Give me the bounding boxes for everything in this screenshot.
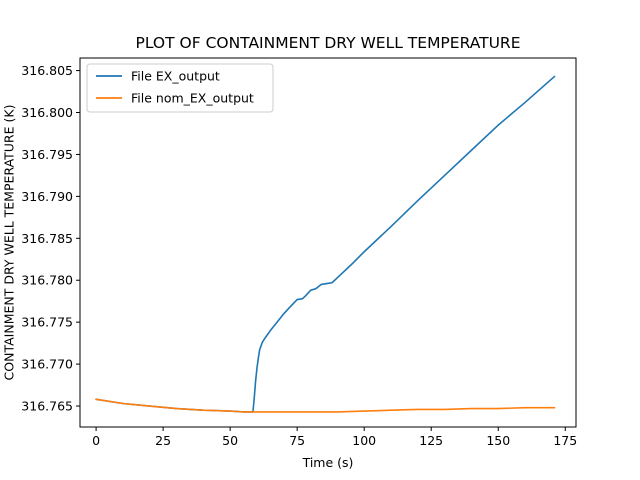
x-tick-label: 50 [222,433,238,448]
legend-label: File EX_output [131,69,220,84]
series-line-2 [95,398,556,413]
y-tick-label: 316.770 [21,357,73,372]
axes-frame [79,57,577,428]
y-tick-label: 316.790 [21,189,73,204]
x-axis: 0 25 50 75 100 125 150 175 [92,427,577,448]
x-tick-label: 175 [553,433,577,448]
x-tick-label: 75 [289,433,305,448]
x-tick-label: 100 [352,433,376,448]
series-line-1 [95,75,556,413]
y-axis-label: CONTAINMENT DRY WELL TEMPERATURE (K) [1,105,16,381]
y-tick-label: 316.780 [21,273,73,288]
y-tick-label: 316.775 [21,315,73,330]
y-tick-label: 316.785 [21,231,73,246]
y-tick-label: 316.805 [21,63,73,78]
series-layer [95,75,556,413]
x-tick-label: 150 [486,433,510,448]
y-tick-label: 316.765 [21,399,73,414]
x-axis-label: Time (s) [302,455,354,470]
y-axis: 316.765 316.770 316.775 316.780 316.785 316.7… [21,63,80,414]
legend-box [86,63,274,113]
y-tick-label: 316.800 [21,105,73,120]
x-tick-label: 125 [419,433,443,448]
y-tick-label: 316.795 [21,147,73,162]
legend: File EX_output File nom_EX_output [86,63,274,113]
chart-title: PLOT OF CONTAINMENT DRY WELL TEMPERATURE [136,34,521,52]
legend-label: File nom_EX_output [131,91,254,106]
x-tick-label: 0 [92,433,100,448]
x-tick-label: 25 [155,433,171,448]
